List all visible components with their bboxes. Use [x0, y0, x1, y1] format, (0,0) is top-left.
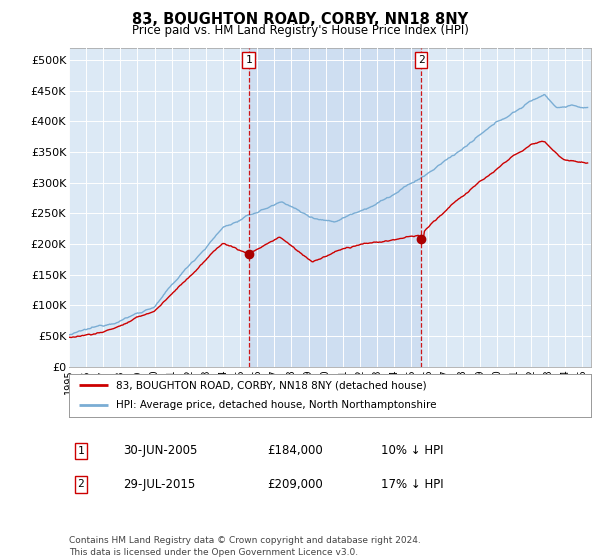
Bar	[248, 48, 421, 367]
Text: £209,000: £209,000	[267, 478, 323, 491]
Text: 30-JUN-2005: 30-JUN-2005	[123, 444, 197, 458]
Text: 2: 2	[418, 55, 425, 65]
Text: 29-JUL-2015: 29-JUL-2015	[123, 478, 195, 491]
Text: £184,000: £184,000	[267, 444, 323, 458]
Text: 1: 1	[245, 55, 252, 65]
Text: HPI: Average price, detached house, North Northamptonshire: HPI: Average price, detached house, Nort…	[116, 400, 436, 410]
Text: Contains HM Land Registry data © Crown copyright and database right 2024.
This d: Contains HM Land Registry data © Crown c…	[69, 536, 421, 557]
Text: 83, BOUGHTON ROAD, CORBY, NN18 8NY: 83, BOUGHTON ROAD, CORBY, NN18 8NY	[132, 12, 468, 27]
Text: Price paid vs. HM Land Registry's House Price Index (HPI): Price paid vs. HM Land Registry's House …	[131, 24, 469, 37]
Text: 83, BOUGHTON ROAD, CORBY, NN18 8NY (detached house): 83, BOUGHTON ROAD, CORBY, NN18 8NY (deta…	[116, 380, 427, 390]
Text: 10% ↓ HPI: 10% ↓ HPI	[381, 444, 443, 458]
Text: 2: 2	[77, 479, 85, 489]
Text: 1: 1	[77, 446, 85, 456]
Text: 17% ↓ HPI: 17% ↓ HPI	[381, 478, 443, 491]
